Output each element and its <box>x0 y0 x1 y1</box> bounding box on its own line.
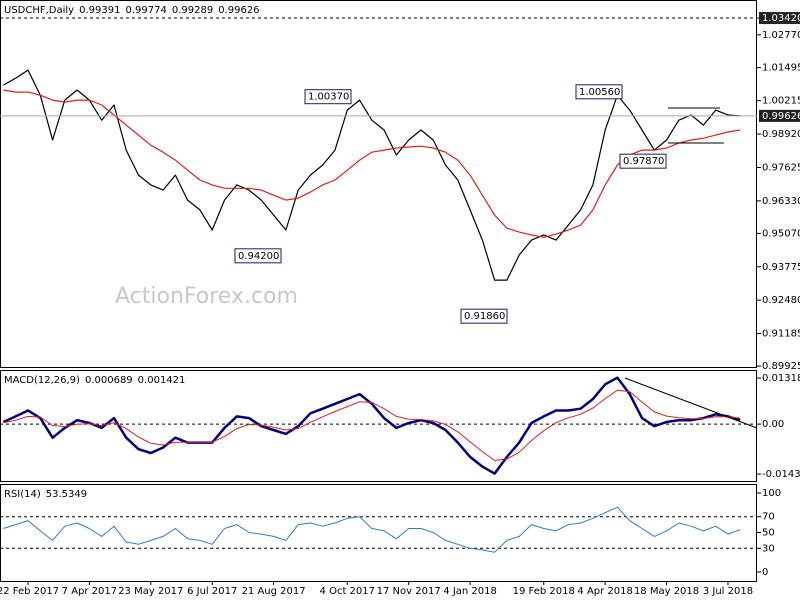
header-title: RSI(14) <box>4 489 41 500</box>
level-label: 0.94200 <box>238 251 279 262</box>
x-tick-label: 19 Feb 2018 <box>513 586 575 597</box>
x-tick-label: 21 Aug 2017 <box>242 586 306 597</box>
header-value: 0.001421 <box>138 375 186 386</box>
macd-trendline <box>624 377 758 429</box>
y-tick-label: 0.013184 <box>762 373 800 384</box>
panel-frame <box>0 484 757 582</box>
x-tick-label: 7 Apr 2017 <box>62 586 117 597</box>
x-tick-label: 22 Feb 2017 <box>0 586 59 597</box>
series-line <box>3 89 741 238</box>
header-value: 0.99289 <box>172 5 213 16</box>
y-tick-label: 70 <box>762 512 775 523</box>
current-price-box <box>759 109 800 122</box>
x-tick-label: 17 Nov 2017 <box>377 586 441 597</box>
header-value: 0.000689 <box>85 375 133 386</box>
watermark: ActionForex.com <box>115 284 298 309</box>
level-box <box>619 153 667 169</box>
y-tick-label: 1.00215 <box>762 96 800 107</box>
panel-header: RSI(14) 53.5349 <box>4 489 87 500</box>
series-line <box>3 389 741 461</box>
panel-frame <box>0 370 757 482</box>
y-tick-label: 100 <box>762 488 781 499</box>
header-value: 0.99391 <box>79 5 120 16</box>
current-price-label: 0.99626 <box>762 111 800 122</box>
x-tick-label: 4 Apr 2018 <box>577 586 632 597</box>
level-label: 0.97870 <box>623 156 664 167</box>
level-label: 1.00370 <box>308 92 349 103</box>
x-tick-label: 4 Jan 2018 <box>443 586 497 597</box>
panel-header: MACD(12,26,9) 0.000689 0.001421 <box>4 375 185 386</box>
y-tick-label: 0.97625 <box>762 162 800 173</box>
y-tick-label: 30 <box>762 543 775 554</box>
header-title: MACD(12,26,9) <box>4 375 80 386</box>
y-tick-label: 1.03420 <box>762 13 800 24</box>
level-box <box>460 308 508 324</box>
level-box <box>575 84 623 100</box>
series-line <box>2 376 741 475</box>
y-tick-label: 0.91185 <box>762 329 800 340</box>
y-tick-label: 50 <box>762 527 775 538</box>
x-tick-label: 23 May 2017 <box>118 586 183 597</box>
level-box <box>304 89 352 105</box>
x-tick-label: 18 May 2018 <box>634 586 699 597</box>
y-tick-label: 0.96330 <box>762 196 800 207</box>
header-value: 53.5349 <box>46 489 87 500</box>
x-tick-label: 6 Jul 2017 <box>187 586 237 597</box>
y-tick-label: 0.89925 <box>762 361 800 372</box>
tick-box <box>759 12 800 25</box>
level-label: 0.91860 <box>464 311 505 322</box>
y-tick-label: 1.01495 <box>762 63 800 74</box>
panel-frame <box>0 0 757 368</box>
x-tick-label: 3 Jul 2018 <box>703 586 753 597</box>
level-label: 1.00560 <box>579 87 620 98</box>
header-value: 0.99626 <box>218 5 259 16</box>
header-title: USDCHF,Daily <box>4 5 74 16</box>
series-line <box>3 506 741 553</box>
x-tick-label: 4 Oct 2017 <box>320 586 375 597</box>
y-tick-label: 0.98920 <box>762 129 800 140</box>
y-tick-label: 0 <box>762 567 768 578</box>
y-tick-label: 0.00 <box>762 419 784 430</box>
y-tick-label: 0.93775 <box>762 262 800 273</box>
y-tick-label: 0.95070 <box>762 228 800 239</box>
panel-header: USDCHF,Daily 0.99391 0.99774 0.99289 0.99626 <box>4 5 260 16</box>
level-box <box>234 248 282 264</box>
y-tick-label: 0.92480 <box>762 295 800 306</box>
y-tick-label: -0.014339 <box>762 469 800 480</box>
y-tick-label: 1.02770 <box>762 30 800 41</box>
header-value: 0.99774 <box>125 5 166 16</box>
